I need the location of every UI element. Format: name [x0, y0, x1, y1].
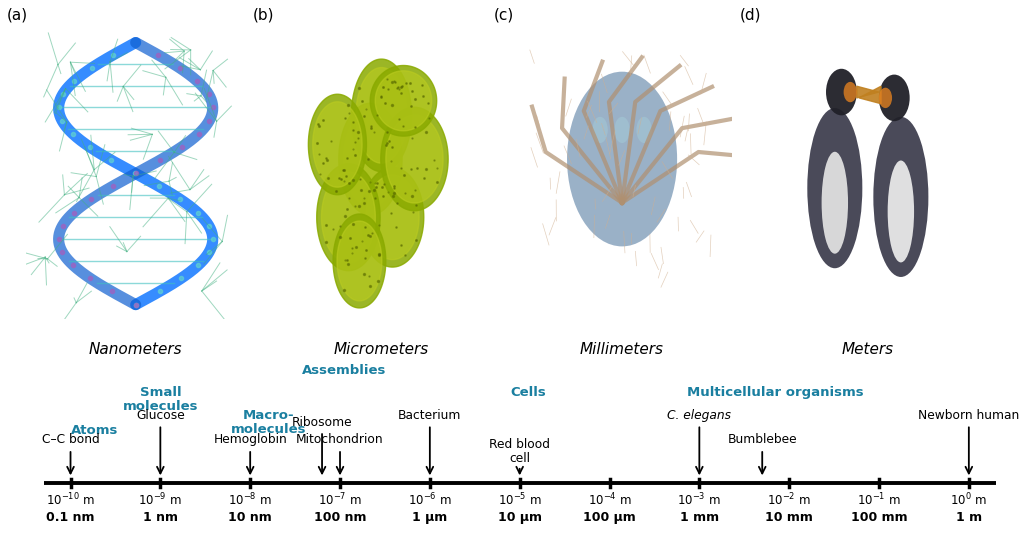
Text: Millimeters: Millimeters: [580, 342, 665, 357]
Text: Nanometers: Nanometers: [89, 342, 182, 357]
Polygon shape: [322, 172, 376, 263]
Text: C. elegans: C. elegans: [668, 409, 731, 422]
Text: $10^{-9}$ m: $10^{-9}$ m: [138, 492, 182, 508]
Text: Macro-
molecules: Macro- molecules: [230, 409, 306, 436]
Polygon shape: [316, 164, 380, 270]
Polygon shape: [343, 111, 397, 207]
Ellipse shape: [826, 69, 857, 115]
Text: Hemoglobin: Hemoglobin: [213, 433, 287, 446]
Text: Cells: Cells: [511, 386, 547, 399]
Text: (d): (d): [739, 7, 761, 22]
Ellipse shape: [888, 161, 914, 263]
Text: 1 μm: 1 μm: [413, 511, 447, 524]
Text: Multicellular organisms: Multicellular organisms: [687, 386, 864, 399]
Polygon shape: [337, 221, 382, 301]
Polygon shape: [381, 108, 449, 211]
Text: Meters: Meters: [842, 342, 894, 357]
Text: Small
molecules: Small molecules: [123, 386, 198, 413]
Text: Newborn human: Newborn human: [919, 409, 1020, 422]
Text: (a): (a): [7, 7, 29, 22]
Text: Bumblebee: Bumblebee: [727, 433, 797, 446]
Text: 100 mm: 100 mm: [851, 511, 907, 524]
Polygon shape: [339, 103, 402, 215]
Polygon shape: [308, 94, 367, 195]
Ellipse shape: [821, 152, 848, 254]
Text: 10 mm: 10 mm: [765, 511, 813, 524]
Text: 1 nm: 1 nm: [143, 511, 178, 524]
Polygon shape: [375, 71, 432, 131]
Ellipse shape: [592, 117, 608, 143]
Polygon shape: [356, 68, 407, 163]
Text: $10^{0}$ m: $10^{0}$ m: [950, 492, 987, 508]
Polygon shape: [333, 214, 386, 308]
Text: 100 μm: 100 μm: [583, 511, 636, 524]
Text: C–C bond: C–C bond: [42, 433, 99, 446]
Text: $10^{-2}$ m: $10^{-2}$ m: [767, 492, 811, 508]
Ellipse shape: [614, 117, 630, 143]
Ellipse shape: [879, 74, 909, 121]
Text: $10^{-6}$ m: $10^{-6}$ m: [408, 492, 452, 508]
Text: Glucose: Glucose: [136, 409, 184, 422]
Text: $10^{-1}$ m: $10^{-1}$ m: [857, 492, 901, 508]
Text: 1 mm: 1 mm: [680, 511, 719, 524]
Text: $10^{-10}$ m: $10^{-10}$ m: [46, 492, 95, 508]
Text: Mitochondrion: Mitochondrion: [296, 433, 384, 446]
Text: 10 μm: 10 μm: [498, 511, 542, 524]
Polygon shape: [366, 175, 419, 260]
Polygon shape: [859, 86, 881, 104]
Ellipse shape: [807, 108, 862, 268]
Polygon shape: [351, 59, 412, 171]
Ellipse shape: [879, 88, 892, 108]
Ellipse shape: [873, 117, 929, 277]
Ellipse shape: [844, 82, 857, 102]
Polygon shape: [312, 102, 362, 187]
Text: 10 nm: 10 nm: [228, 511, 272, 524]
Text: $10^{-8}$ m: $10^{-8}$ m: [228, 492, 272, 508]
Text: Micrometers: Micrometers: [334, 342, 429, 357]
Polygon shape: [361, 167, 424, 267]
Text: $10^{-7}$ m: $10^{-7}$ m: [318, 492, 361, 508]
Polygon shape: [857, 86, 879, 98]
Text: (b): (b): [253, 7, 274, 22]
Text: 100 nm: 100 nm: [313, 511, 367, 524]
Ellipse shape: [636, 117, 652, 143]
Text: 0.1 nm: 0.1 nm: [46, 511, 95, 524]
Text: $10^{-5}$ m: $10^{-5}$ m: [498, 492, 542, 508]
Text: $10^{-3}$ m: $10^{-3}$ m: [678, 492, 721, 508]
Text: Assemblies: Assemblies: [302, 364, 387, 377]
Text: Bacterium: Bacterium: [398, 409, 462, 422]
Ellipse shape: [567, 72, 677, 246]
Text: Ribosome: Ribosome: [292, 416, 352, 428]
Text: Atoms: Atoms: [71, 424, 118, 437]
Text: Red blood
cell: Red blood cell: [489, 438, 550, 465]
Polygon shape: [386, 115, 443, 203]
Polygon shape: [371, 66, 436, 136]
Text: (c): (c): [494, 7, 514, 22]
Text: $10^{-4}$ m: $10^{-4}$ m: [588, 492, 632, 508]
Text: 1 m: 1 m: [955, 511, 982, 524]
